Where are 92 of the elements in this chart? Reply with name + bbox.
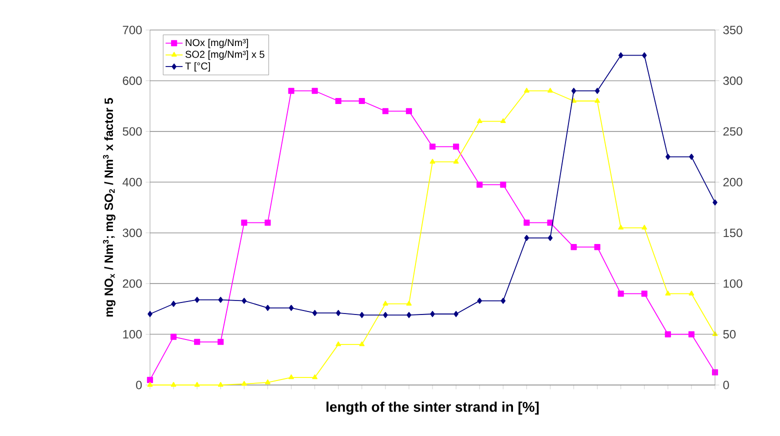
point [453, 144, 460, 150]
point [477, 298, 482, 304]
point [570, 244, 577, 250]
point [689, 154, 694, 160]
point [524, 88, 530, 93]
point [454, 310, 458, 318]
point [312, 88, 318, 94]
point [453, 158, 459, 164]
point [594, 244, 600, 250]
y-tick-label: 200 [122, 279, 142, 288]
point [359, 341, 365, 346]
y-tick-label: 500 [122, 127, 142, 136]
point [242, 298, 247, 304]
point [712, 199, 718, 206]
point [548, 234, 553, 241]
point [430, 310, 435, 318]
point [382, 108, 388, 114]
point [500, 182, 506, 188]
point [524, 234, 530, 241]
point [688, 331, 695, 338]
y-tick-label: 400 [122, 178, 142, 186]
point [359, 312, 364, 318]
point [194, 382, 200, 387]
point [265, 304, 270, 311]
point [406, 108, 412, 114]
point [288, 374, 294, 380]
text: mg NO$_{x}$ / Nm$^{3}$; mg SO$_{2}$ / Nm$^{3}$ x factor 5 [103, 98, 116, 317]
y-tick-label: 600 [122, 76, 142, 85]
point [218, 382, 224, 387]
y-tick-label: 300 [122, 228, 142, 238]
point [288, 88, 294, 94]
point [194, 338, 200, 345]
point [288, 304, 294, 311]
point [406, 300, 412, 306]
point [312, 374, 318, 380]
point [618, 52, 624, 58]
legend-label: NOx [mg/Nm³] [186, 38, 248, 48]
point [194, 296, 200, 303]
point [170, 334, 177, 340]
y2-tick-label: 50 [723, 330, 736, 339]
y2-tick-label: 300 [723, 76, 742, 85]
point [264, 220, 271, 226]
point [312, 310, 318, 316]
point [241, 380, 247, 386]
y-tick-label: 100 [123, 330, 142, 339]
x-axis-title: length of the sinter strand in [%] [326, 402, 539, 415]
y2-tick-label: 0 [723, 380, 729, 390]
point [666, 154, 670, 160]
point [265, 379, 270, 384]
point [382, 300, 388, 306]
point [688, 290, 694, 296]
point [146, 376, 154, 383]
point [618, 290, 624, 297]
point [430, 158, 436, 164]
point [147, 382, 153, 387]
point [642, 224, 648, 230]
legend-label: SO2 [mg/Nm³] x 5 [185, 50, 264, 60]
point [336, 341, 342, 346]
point [642, 52, 647, 58]
point [148, 310, 152, 318]
point [571, 88, 576, 94]
y-tick-label: 0 [136, 380, 142, 390]
point [383, 312, 388, 318]
point [548, 88, 553, 93]
point [594, 88, 600, 94]
y2-tick-label: 350 [723, 26, 742, 34]
point [594, 98, 600, 103]
point [476, 118, 482, 124]
y2-tick-label: 100 [724, 279, 742, 288]
y-tick-label: 700 [122, 26, 142, 34]
point [336, 310, 341, 316]
point [429, 144, 436, 150]
point [500, 118, 506, 124]
point [664, 331, 671, 338]
y2-tick-label: 150 [724, 228, 742, 238]
point [358, 98, 365, 104]
point [641, 290, 648, 297]
point [406, 312, 412, 318]
point [524, 220, 530, 226]
point [500, 298, 506, 304]
point [241, 220, 248, 226]
point [218, 338, 224, 345]
point [335, 98, 342, 104]
y2-tick-label: 250 [723, 127, 742, 136]
point [171, 300, 176, 307]
point [618, 224, 624, 230]
point [665, 290, 671, 296]
point [218, 296, 224, 303]
point [170, 382, 176, 387]
y2-tick-label: 200 [723, 178, 742, 186]
point [476, 182, 483, 188]
legend-label: T [°C] [185, 62, 210, 72]
